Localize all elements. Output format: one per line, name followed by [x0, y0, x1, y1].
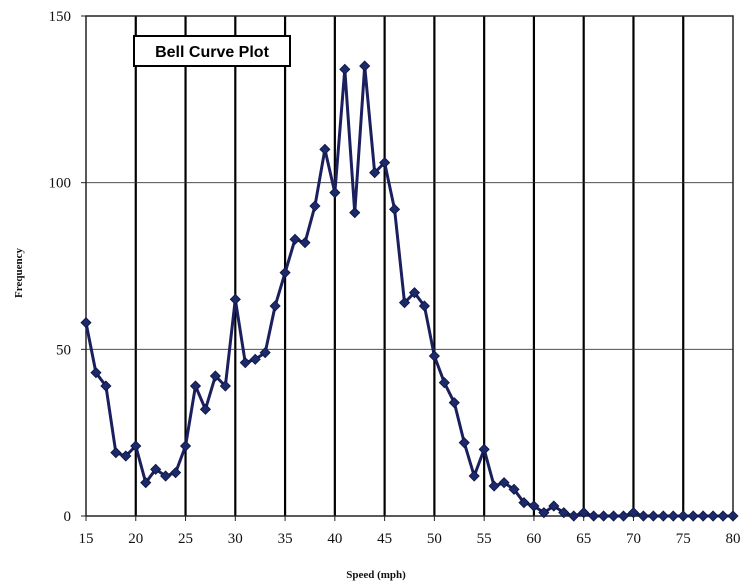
data-point-79	[717, 510, 729, 522]
data-point-62	[548, 500, 560, 512]
data-point-54	[468, 470, 480, 482]
data-point-45	[379, 157, 391, 169]
data-point-71	[637, 510, 649, 522]
data-point-27	[199, 403, 212, 415]
axis-ticks: 15 20 25 30 35 40 45 50 55 60 65 70 75 80 0 50 100 150	[49, 9, 741, 547]
data-point-37	[299, 237, 311, 249]
x-tick-label-50: 50	[427, 531, 442, 547]
data-point-44	[369, 167, 381, 179]
y-tick-label-100: 100	[49, 176, 72, 192]
data-point-56	[488, 480, 500, 492]
data-point-28	[209, 370, 221, 382]
chart-title: Bell Curve Plot	[155, 44, 269, 61]
data-point-15	[80, 317, 92, 329]
data-point-63	[558, 507, 570, 519]
x-tick-label-70: 70	[626, 531, 641, 547]
data-point-46	[389, 203, 401, 215]
data-point-22	[150, 463, 162, 475]
data-point-19	[120, 450, 132, 462]
data-point-23	[160, 470, 172, 482]
x-tick-label-55: 55	[477, 531, 492, 547]
data-point-68	[607, 510, 620, 522]
data-point-73	[657, 510, 669, 522]
data-point-48	[408, 287, 421, 299]
data-point-29	[219, 380, 231, 392]
data-point-36	[289, 233, 301, 245]
data-point-43	[359, 60, 371, 72]
data-point-18	[110, 447, 122, 459]
data-point-74	[667, 510, 679, 522]
data-point-40	[329, 187, 341, 199]
x-tick-label-30: 30	[228, 531, 243, 547]
data-point-41	[339, 63, 351, 75]
plot-area-frame	[85, 15, 734, 517]
grid-lines	[86, 16, 733, 516]
data-point-16	[90, 367, 102, 379]
data-point-78	[707, 510, 719, 522]
x-axis-title: Speed (mph)	[346, 569, 406, 581]
data-point-25	[179, 440, 192, 452]
data-point-60	[528, 500, 540, 512]
data-point-31	[239, 357, 251, 369]
data-point-21	[140, 477, 152, 489]
data-point-33	[259, 347, 271, 359]
data-point-24	[170, 467, 182, 479]
chart-title-box: Bell Curve Plot	[133, 35, 291, 67]
data-point-57	[498, 477, 510, 489]
x-tick-label-65: 65	[576, 531, 591, 547]
x-tick-label-45: 45	[377, 531, 392, 547]
data-point-61	[538, 507, 550, 519]
data-point-17	[100, 380, 112, 392]
data-point-72	[647, 510, 659, 522]
x-tick-label-20: 20	[128, 531, 143, 547]
data-point-69	[617, 510, 630, 522]
data-point-52	[448, 397, 460, 409]
data-point-50	[428, 350, 440, 362]
data-point-76	[687, 510, 699, 522]
data-point-51	[438, 377, 450, 389]
x-tick-label-35: 35	[278, 531, 293, 547]
data-point-59	[518, 497, 530, 509]
data-point-66	[588, 510, 600, 522]
data-point-47	[398, 297, 411, 309]
data-point-34	[269, 300, 281, 312]
x-tick-label-80: 80	[726, 531, 741, 547]
data-series	[80, 60, 739, 522]
x-tick-label-75: 75	[676, 531, 691, 547]
x-tick-label-60: 60	[526, 531, 541, 547]
data-point-35	[279, 267, 291, 279]
data-point-38	[309, 200, 321, 212]
x-tick-label-15: 15	[79, 531, 94, 547]
data-point-20	[130, 440, 142, 452]
data-point-58	[508, 483, 520, 495]
data-point-67	[598, 510, 610, 522]
data-point-55	[478, 443, 490, 455]
data-point-64	[568, 510, 580, 522]
data-point-49	[418, 300, 430, 312]
x-tick-label-25: 25	[178, 531, 193, 547]
data-point-53	[458, 437, 470, 449]
data-point-39	[319, 143, 331, 155]
x-tick-label-40: 40	[327, 531, 342, 547]
y-tick-label-50: 50	[56, 342, 71, 358]
y-axis-title: Frequency	[13, 248, 25, 298]
y-tick-label-150: 150	[49, 9, 72, 25]
data-point-30	[229, 293, 241, 305]
data-point-32	[249, 353, 261, 365]
data-point-26	[189, 380, 202, 392]
data-point-42	[349, 207, 361, 219]
y-tick-label-0: 0	[64, 509, 72, 525]
data-point-77	[697, 510, 709, 522]
